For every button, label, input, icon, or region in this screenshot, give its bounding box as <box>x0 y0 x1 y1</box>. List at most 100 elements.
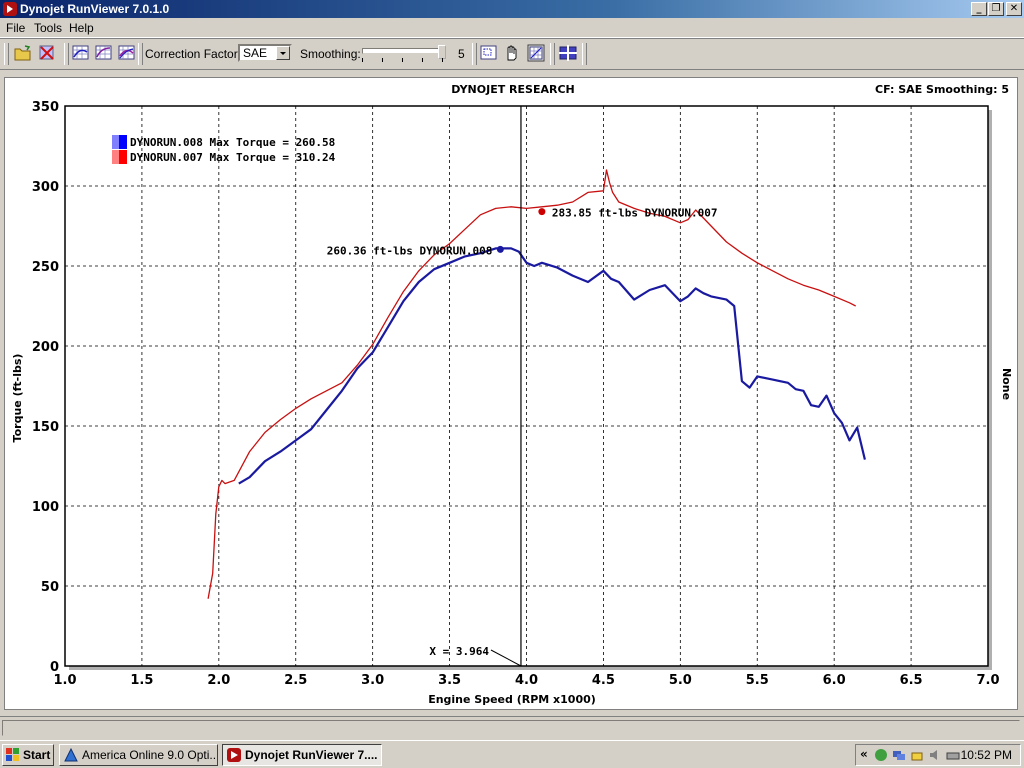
slider-track <box>362 48 446 54</box>
system-tray: « 10:52 PM <box>855 744 1021 766</box>
graph-torque-icon[interactable] <box>72 44 90 62</box>
safely-remove-tray-icon[interactable] <box>910 748 924 762</box>
volume-tray-icon[interactable] <box>928 748 942 762</box>
x-tick-label: 4.5 <box>592 673 615 688</box>
slider-ticks <box>362 58 444 62</box>
y-tick-label: 250 <box>32 260 59 275</box>
smoothing-slider[interactable] <box>362 45 446 65</box>
toolbar-separator <box>472 43 477 65</box>
toolbar-separator <box>64 43 69 65</box>
toolbar-grip[interactable] <box>4 43 9 65</box>
legend-swatch-008 <box>119 135 127 149</box>
taskbar-item-label: Dynojet RunViewer 7.... <box>245 748 378 762</box>
marker-007 <box>538 208 546 216</box>
series-line-dynorun-008 <box>238 247 866 485</box>
aol-triangle-icon <box>64 748 78 762</box>
x-tick-label: 3.0 <box>361 673 384 688</box>
x-axis-label: Engine Speed (RPM x1000) <box>428 693 596 706</box>
legend-swatch-007 <box>119 150 127 164</box>
pan-hand-icon[interactable] <box>503 44 521 62</box>
recycle-tray-icon[interactable] <box>874 748 888 762</box>
x-tick-label: 6.0 <box>823 673 846 688</box>
start-label: Start <box>23 748 51 762</box>
menu-bar: File Tools Help <box>0 18 1024 38</box>
x-tick-label: 2.0 <box>207 673 230 688</box>
legend: DYNORUN.008 Max Torque = 260.58 DYNORUN.… <box>112 135 336 164</box>
restore-button[interactable]: ❐ <box>988 2 1004 16</box>
y-tick-label: 100 <box>32 500 59 515</box>
cursor-graph-icon[interactable] <box>527 44 545 62</box>
taskbar: Start America Online 9.0 Opti... Dynojet… <box>0 740 1024 768</box>
cursor-readout: X = 3.964 <box>429 645 489 658</box>
close-run-icon[interactable] <box>38 44 56 62</box>
marker-008 <box>496 245 504 253</box>
toolbar-separator <box>550 43 555 65</box>
chart-axes: 1.0 1.5 2.0 2.5 3.0 3.5 4.0 4.5 5.0 5.5 6.0 6.5 7.0 0… <box>32 100 1000 688</box>
y-tick-label: 0 <box>50 660 59 675</box>
clock: 10:52 PM <box>960 748 1012 762</box>
start-button[interactable]: Start <box>2 744 54 766</box>
toolbar: Correction Factor: SAE Smoothing: 5 <box>0 38 1024 70</box>
x-tick-label: 4.0 <box>515 673 538 688</box>
y-tick-label: 350 <box>32 100 59 115</box>
correction-factor-value: SAE <box>243 46 268 60</box>
x-tick-label: 7.0 <box>976 673 999 688</box>
menu-help[interactable]: Help <box>69 21 94 35</box>
annotation-008: 260.36 ft-lbs DYNORUN.008 <box>327 244 493 257</box>
minimize-button[interactable]: _ <box>971 2 987 16</box>
x-tick-label: 6.5 <box>900 673 923 688</box>
x-tick-label: 1.0 <box>53 673 76 688</box>
close-button[interactable]: ✕ <box>1006 2 1022 16</box>
graph-power-icon[interactable] <box>95 44 113 62</box>
x-tick-label: 5.0 <box>669 673 692 688</box>
smoothing-value: 5 <box>458 47 465 61</box>
dynojet-app-icon <box>227 748 241 762</box>
title-bar: Dynojet RunViewer 7.0.1.0 _ ❐ ✕ <box>0 0 1024 18</box>
chart-annotations: X = 3.964 283.85 ft-lbs DYNORUN.007 260.36… <box>327 207 718 658</box>
crosshair-icon[interactable] <box>559 44 577 62</box>
printer-tray-icon[interactable] <box>946 748 960 762</box>
toolbar-separator <box>138 43 143 65</box>
plot-panel[interactable]: 1.0 1.5 2.0 2.5 3.0 3.5 4.0 4.5 5.0 5.5 6.0 6.5 7.0 0… <box>4 77 1018 710</box>
window-title: Dynojet RunViewer 7.0.1.0 <box>20 2 170 16</box>
annotation-007: 283.85 ft-lbs DYNORUN.007 <box>552 207 718 220</box>
slider-thumb[interactable] <box>438 45 446 59</box>
chart-title: DYNOJET RESEARCH <box>451 83 574 96</box>
status-bar <box>0 716 1024 738</box>
chart-series <box>207 106 866 667</box>
correction-factor-label: Correction Factor: <box>145 47 242 61</box>
plot-frame <box>64 105 989 667</box>
chart-status: CF: SAE Smoothing: 5 <box>875 83 1009 96</box>
cursor-leader <box>490 649 522 667</box>
legend-swatch-008-light <box>112 135 119 149</box>
windows-logo-icon <box>6 748 19 761</box>
smoothing-label: Smoothing: <box>300 47 361 61</box>
status-pane <box>2 720 1020 736</box>
correction-factor-select[interactable]: SAE <box>238 44 292 62</box>
taskbar-item-aol[interactable]: America Online 9.0 Opti... <box>59 744 218 766</box>
chart-grid <box>64 105 992 670</box>
y-tick-label: 200 <box>32 340 59 355</box>
legend-swatch-007-light <box>112 150 119 164</box>
toolbar-end <box>582 43 587 65</box>
network-tray-icon[interactable] <box>892 748 906 762</box>
open-folder-icon[interactable] <box>14 44 32 62</box>
x-tick-label: 1.5 <box>130 673 153 688</box>
dynojet-app-icon[interactable] <box>3 2 17 16</box>
y-axis-label: Torque (ft-lbs) <box>11 354 24 443</box>
taskbar-item-label: America Online 9.0 Opti... <box>82 748 218 762</box>
taskbar-item-runviewer[interactable]: Dynojet RunViewer 7.... <box>222 744 382 766</box>
x-tick-label: 3.5 <box>438 673 461 688</box>
chevron-down-icon[interactable] <box>276 46 290 60</box>
torque-chart[interactable]: 1.0 1.5 2.0 2.5 3.0 3.5 4.0 4.5 5.0 5.5 6.0 6.5 7.0 0… <box>5 78 1017 709</box>
x-tick-label: 2.5 <box>284 673 307 688</box>
y-tick-label: 50 <box>41 580 59 595</box>
graph-both-icon[interactable] <box>118 44 136 62</box>
show-hidden-icons-icon[interactable]: « <box>860 747 868 761</box>
y-tick-label: 300 <box>32 180 59 195</box>
y-tick-label: 150 <box>32 420 59 435</box>
zoom-icon[interactable] <box>480 44 498 62</box>
secondary-axis-label: None <box>1000 368 1013 400</box>
menu-tools[interactable]: Tools <box>34 21 63 35</box>
menu-file[interactable]: File <box>6 21 26 35</box>
